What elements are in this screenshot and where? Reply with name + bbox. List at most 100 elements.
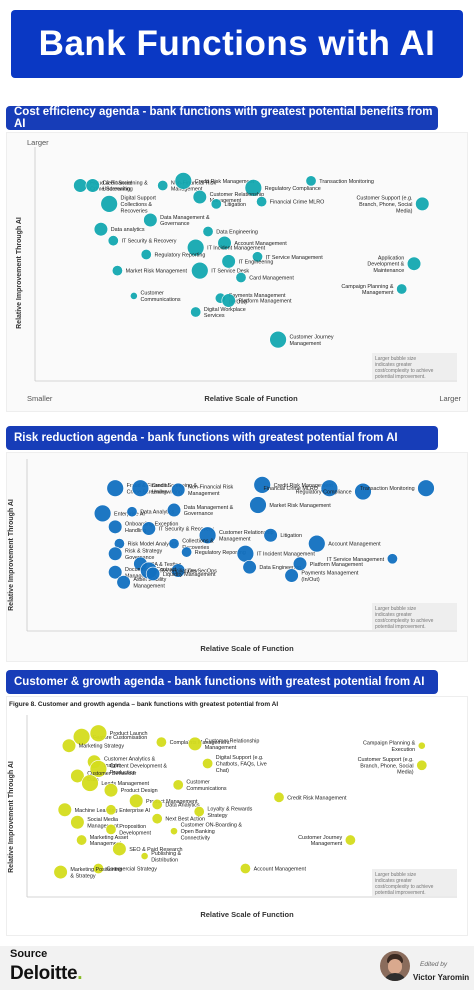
bubble-group: Marketing Asset Management (76, 834, 129, 847)
bubble-label: Regulatory Compliance (265, 186, 321, 192)
data-bubble (192, 189, 207, 205)
note-box (372, 353, 457, 380)
data-bubble (284, 568, 299, 583)
note-box (372, 603, 457, 630)
bubble-label: Customer Communications (186, 780, 226, 792)
data-bubble (210, 198, 222, 210)
bubble-group: Transaction Monitoring (305, 175, 374, 187)
chart-title: Cost efficiency agenda - bank functions … (14, 106, 433, 130)
data-bubble (186, 238, 205, 257)
bubble-group: Liquidity Management (145, 566, 216, 581)
bubble-label: Campaign Planning & Management (341, 284, 394, 296)
bubble-label: Machine Learning (75, 808, 118, 814)
bubble-label: Product Management (146, 799, 198, 805)
bubble-group: Credit Risk Management (253, 476, 333, 494)
data-bubble (235, 272, 247, 284)
data-bubble (217, 235, 232, 251)
bubble-label: Transaction Monitoring (319, 179, 374, 185)
bubble-group: Customer Support (e.g. Branch, Phone, Soc… (356, 196, 430, 214)
customer-growth-header: Customer & growth agenda - bank function… (6, 670, 438, 694)
bubble-group: IT Security & Recovery (107, 235, 177, 247)
data-bubble (202, 757, 214, 769)
bubble-group: Marketing Positioning & Strategy (53, 864, 122, 879)
data-bubble (181, 546, 193, 558)
data-bubble (116, 575, 131, 590)
bubble-group: Market Risk Management (249, 496, 331, 514)
bubble-group: Regulatory Compliance (296, 482, 372, 501)
bubble-label: Payments Management (In/Out) (301, 570, 358, 582)
data-bubble (251, 251, 263, 263)
bubble-group: Campaign Planning & Execution (363, 741, 426, 753)
bubble-group: Platform Management (292, 556, 364, 571)
bubble-group: Next Best Action (151, 813, 205, 825)
bubble-group: Customer ON-Boarding & Open Banking Connec… (170, 823, 242, 842)
corner-label-top-left: Larger (27, 138, 49, 147)
bubble-label: Data Analytics (165, 802, 199, 808)
customer-growth-panel: Figure 8. Customer and growth agenda – b… (6, 696, 468, 936)
data-bubble (93, 504, 112, 523)
data-bubble (320, 479, 339, 497)
cost-efficiency-header: Cost efficiency agenda - bank functions … (6, 106, 438, 130)
x-axis-label: Relative Scale of Function (204, 394, 298, 403)
bubble-label: Regulatory Reporting (195, 550, 246, 556)
bubble-group: Card Management (235, 272, 294, 284)
data-bubble (105, 823, 117, 835)
bubble-group: Account Management (239, 863, 307, 875)
bubble-group: Publishing & Distribution (140, 851, 182, 863)
data-bubble (193, 806, 205, 818)
bubble-label: IT Security & Recovery (159, 527, 214, 533)
bubble-group: Proposition Development (105, 823, 151, 837)
bubble-group: Regulatory Reporting (181, 546, 246, 558)
bubble-label: Credit Screening &Underwriting (102, 180, 148, 192)
bubble-label: Leads Management (101, 781, 149, 787)
data-bubble (166, 502, 182, 518)
bubble-group: Litigation (263, 528, 302, 543)
bubble-label: Digital Support Collections & Recoveries (121, 196, 157, 215)
data-bubble (151, 813, 163, 825)
data-bubble (108, 546, 123, 561)
bubble-group: Litigation (210, 198, 246, 210)
data-bubble (157, 179, 169, 191)
bubble-label: IT Incident Management (207, 246, 266, 252)
bubble-group: Digital Support Collections & Recoveries (100, 195, 157, 215)
data-bubble (106, 479, 124, 497)
data-bubble (70, 815, 85, 830)
bubble-group: Product Launch (89, 724, 148, 742)
bubble-label: Social Media Management (87, 817, 119, 829)
data-bubble (221, 293, 236, 308)
bubble-group: Credit Risk Management (273, 791, 347, 803)
data-bubble (73, 178, 88, 193)
bubble-group: Asset Liability Management (116, 575, 167, 590)
editor-avatar (380, 951, 410, 981)
chart-title: Risk reduction agenda - bank functions w… (14, 432, 398, 444)
bubble-label: Risk Model Analytics (128, 542, 178, 548)
bubble-label: Marketing Positioning & Strategy (70, 867, 122, 879)
data-bubble (81, 774, 99, 792)
bubble-label: Credit Risk Management (195, 179, 255, 185)
bubble-label: IT Service Management (327, 557, 385, 563)
bubble-group: SEO & Paid Research (112, 841, 183, 857)
bubble-group: Data Engineering (242, 560, 301, 575)
data-bubble (202, 226, 214, 238)
data-bubble (85, 178, 100, 193)
data-bubble (141, 521, 156, 536)
data-bubble (416, 759, 428, 771)
data-bubble (89, 760, 108, 778)
x-axis-label: Relative Scale of Function (200, 644, 294, 653)
source-name: Deloitte. (10, 963, 83, 985)
bubble-group: Customer Journey Management (298, 834, 356, 847)
data-bubble (131, 479, 150, 497)
bubble-group: Enterprise AI (93, 504, 145, 523)
bubble-group: Digital Support (e.g. Chatbots, FAQs, Liv… (202, 755, 267, 774)
bubble-group: Content Development & Production (89, 760, 167, 778)
bubble-label: Platform Management (310, 562, 364, 568)
bubble-label: Non-Financial Risk Management (171, 180, 217, 192)
bubble-group: Data Analytics (126, 506, 175, 518)
data-bubble (126, 506, 138, 518)
bubble-group: IT Service Management (251, 251, 323, 263)
bubble-label: Loyalty & Rewards Strategy (207, 806, 252, 818)
data-bubble (273, 791, 285, 803)
data-bubble (253, 476, 271, 494)
bubble-group: Data Management & Governance (143, 212, 210, 227)
bubble-label: Customer Relationship Management (205, 739, 260, 751)
